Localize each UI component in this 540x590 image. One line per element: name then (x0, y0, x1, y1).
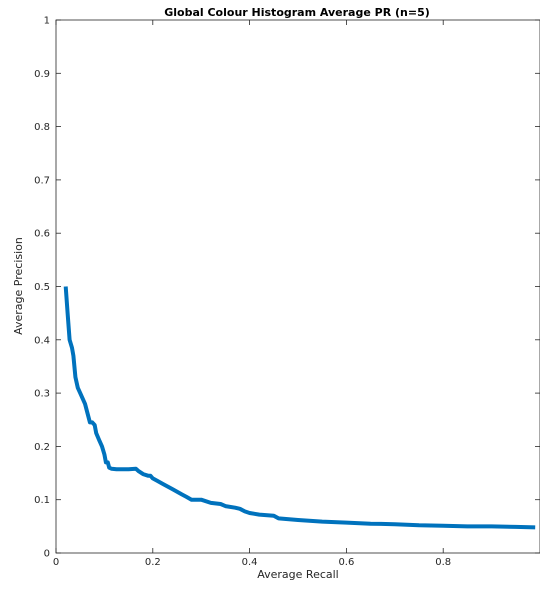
y-tick-label: 0.2 (34, 442, 50, 453)
y-tick-label: 0.9 (34, 69, 50, 80)
series-layer (63, 286, 536, 530)
x-tick-label: 0.6 (338, 557, 354, 568)
y-axis-ticks: 0 0.1 0.2 0.3 0.4 0.5 0.6 0.7 0.8 0.9 1 (34, 16, 540, 560)
y-tick-label: 0 (44, 549, 50, 560)
x-axis-ticks: 0 0.2 0.4 0.6 0.8 (53, 20, 451, 568)
plot-area (55, 19, 540, 554)
y-tick-label: 0.3 (34, 389, 50, 400)
y-tick-label: 1 (44, 16, 50, 27)
pr-curve-line (63, 286, 536, 530)
y-tick-label: 0.5 (34, 282, 50, 293)
x-tick-label: 0 (53, 557, 59, 568)
y-tick-label: 0.6 (34, 229, 50, 240)
y-tick-label: 0.8 (34, 122, 50, 133)
x-axis-label: Average Recall (257, 568, 339, 581)
x-tick-label: 0.4 (242, 557, 258, 568)
y-axis-label: Average Precision (12, 237, 25, 335)
y-tick-label: 0.1 (34, 495, 50, 506)
y-tick-label: 0.7 (34, 175, 50, 186)
y-tick-label: 0.4 (34, 335, 50, 346)
x-tick-label: 0.8 (435, 557, 451, 568)
x-tick-label: 0.2 (145, 557, 161, 568)
chart-title: Global Colour Histogram Average PR (n=5) (164, 6, 430, 19)
